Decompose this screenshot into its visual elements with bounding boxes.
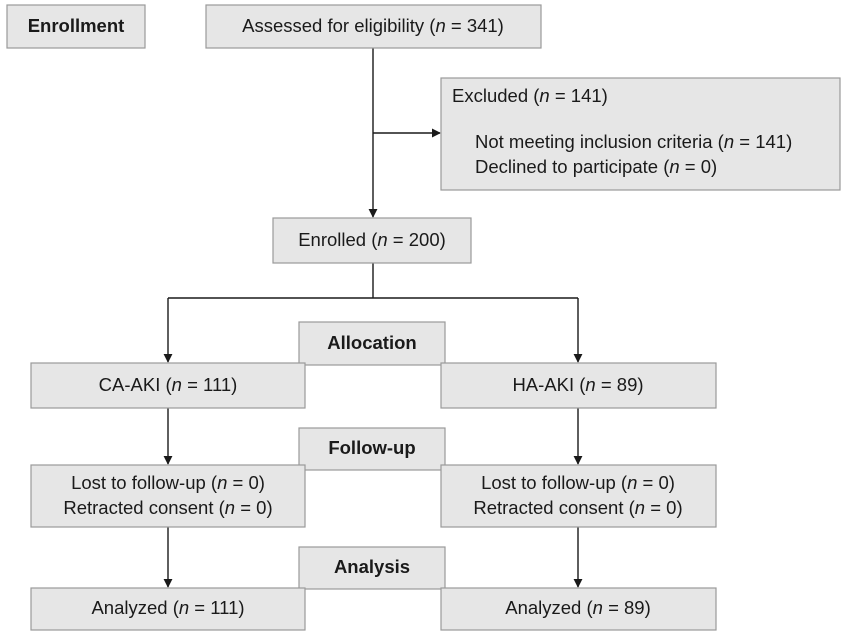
node: HA-AKI (n = 89) [440, 362, 717, 409]
text-segment: n [669, 156, 679, 177]
node-box [30, 464, 306, 528]
text-segment: = 111) [189, 597, 244, 618]
node-text: Analyzed (n = 89) [505, 597, 651, 618]
text-segment: n [225, 497, 235, 518]
node-text: Lost to follow-up (n = 0) [71, 472, 265, 493]
section-label: Enrollment [28, 15, 125, 36]
text-segment: HA-AKI ( [512, 374, 586, 395]
text-segment: = 0) [227, 472, 265, 493]
node-box [440, 77, 841, 191]
text-segment: Retracted consent ( [63, 497, 225, 518]
section-label: Follow-up [328, 437, 415, 458]
text-segment: = 0) [637, 472, 675, 493]
node-box [440, 587, 717, 631]
text-segment: n [724, 131, 734, 152]
node-text: Assessed for eligibility (n = 341) [242, 15, 504, 36]
text-segment: n [179, 597, 189, 618]
text-segment: = 0) [680, 156, 718, 177]
section-label: Allocation [327, 332, 416, 353]
text-segment: = 0) [645, 497, 683, 518]
node: Lost to follow-up (n = 0)Retracted conse… [30, 464, 306, 528]
text-segment: n [377, 229, 387, 250]
text-segment: Not meeting inclusion criteria ( [475, 131, 725, 152]
text-segment: CA-AKI ( [99, 374, 173, 395]
node: CA-AKI (n = 111) [30, 362, 306, 409]
text-segment: = 141) [550, 85, 608, 106]
text-segment: n [635, 497, 645, 518]
node: Excluded (n = 141)Not meeting inclusion … [440, 77, 841, 191]
node-text: Declined to participate (n = 0) [475, 156, 717, 177]
node-box [440, 362, 717, 409]
text-segment: = 89) [603, 597, 651, 618]
text-segment: = 200) [388, 229, 446, 250]
text-segment: = 89) [596, 374, 644, 395]
node: Analyzed (n = 111) [30, 587, 306, 631]
node-text: Retracted consent (n = 0) [63, 497, 272, 518]
section-box [6, 4, 146, 49]
text-segment: Analyzed ( [91, 597, 179, 618]
text-segment: Lost to follow-up ( [71, 472, 218, 493]
node: Enrolled (n = 200) [272, 217, 472, 264]
node-box [205, 4, 542, 49]
section-box [298, 546, 446, 590]
text-segment: n [585, 374, 595, 395]
text-segment: = 0) [235, 497, 273, 518]
section-box [298, 427, 446, 471]
section-box [298, 321, 446, 366]
node-box [440, 464, 717, 528]
node-text: Not meeting inclusion criteria (n = 141) [475, 131, 792, 152]
text-segment: n [172, 374, 182, 395]
text-segment: Assessed for eligibility ( [242, 15, 436, 36]
text-segment: Excluded ( [452, 85, 540, 106]
node: Lost to follow-up (n = 0)Retracted conse… [440, 464, 717, 528]
text-segment: Lost to follow-up ( [481, 472, 628, 493]
text-segment: n [593, 597, 603, 618]
node-text: HA-AKI (n = 89) [512, 374, 643, 395]
nodes: Assessed for eligibility (n = 341)Exclud… [30, 4, 841, 631]
node-box [272, 217, 472, 264]
node-box [30, 587, 306, 631]
text-segment: Analyzed ( [505, 597, 593, 618]
node-text: Lost to follow-up (n = 0) [481, 472, 675, 493]
text-segment: = 141) [734, 131, 792, 152]
text-segment: n [627, 472, 637, 493]
text-segment: Retracted consent ( [473, 497, 635, 518]
node-box [30, 362, 306, 409]
node-text: Enrolled (n = 200) [298, 229, 446, 250]
node: Assessed for eligibility (n = 341) [205, 4, 542, 49]
node: Analyzed (n = 89) [440, 587, 717, 631]
text-segment: n [435, 15, 445, 36]
node-text: Excluded (n = 141) [452, 85, 608, 106]
text-segment: n [539, 85, 549, 106]
node-text: CA-AKI (n = 111) [99, 374, 238, 395]
node-text: Analyzed (n = 111) [91, 597, 244, 618]
text-segment: = 111) [182, 374, 237, 395]
section-label: Analysis [334, 556, 410, 577]
text-segment: Declined to participate ( [475, 156, 670, 177]
text-segment: = 341) [446, 15, 504, 36]
text-segment: Enrolled ( [298, 229, 378, 250]
connectors [163, 48, 583, 588]
node-text: Retracted consent (n = 0) [473, 497, 682, 518]
text-segment: n [217, 472, 227, 493]
section-labels: Enrollment Allocation Follow-up Analysis [6, 4, 446, 590]
